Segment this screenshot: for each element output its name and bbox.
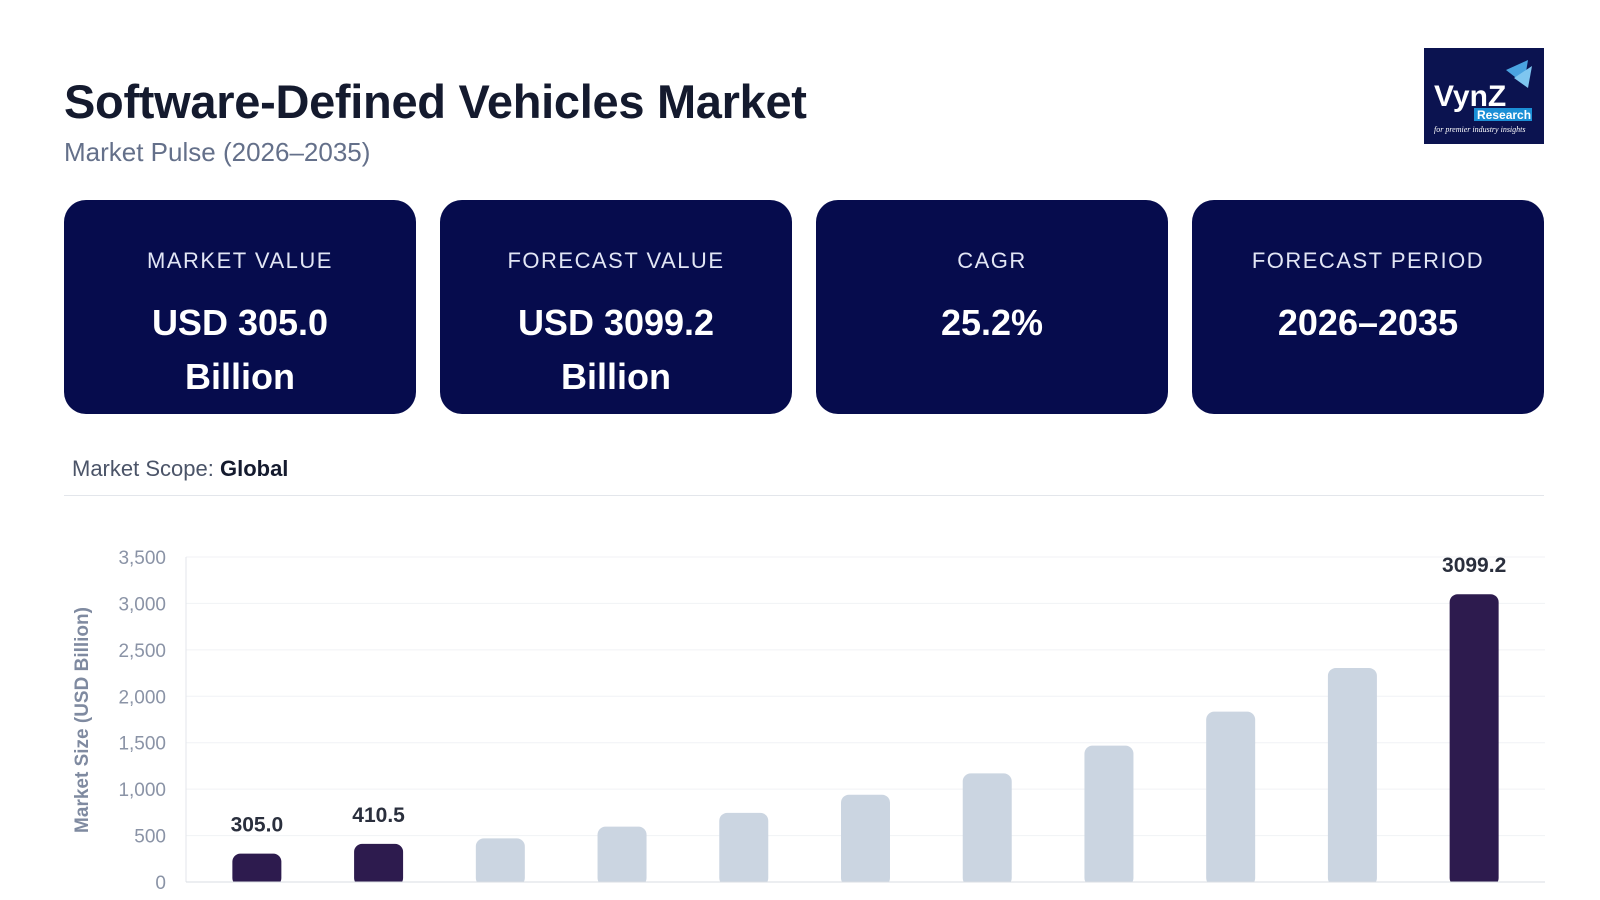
data-label: 3099.2 xyxy=(1442,554,1506,577)
market-scope: Market Scope: Global xyxy=(72,456,288,482)
bar xyxy=(475,838,525,886)
card-label: MARKET VALUE xyxy=(147,248,333,273)
svg-text:VynZ: VynZ xyxy=(1434,80,1506,113)
y-tick-label: 3,500 xyxy=(118,548,166,569)
y-tick-label: 0 xyxy=(155,873,166,894)
baseline-mask xyxy=(186,882,1545,900)
card-value: USD 3099.2 Billion xyxy=(517,302,715,397)
svg-text:Research: Research xyxy=(1477,108,1531,122)
y-tick-label: 3,000 xyxy=(118,594,166,615)
bar xyxy=(232,853,282,886)
bar-chart: 0 500 1,000 1,500 2,000 2,500 3,000 3,500 Market… xyxy=(72,548,1545,900)
y-axis-title: Market Size (USD Billion) xyxy=(72,607,93,833)
y-tick-label: 1,000 xyxy=(118,780,166,801)
bar xyxy=(841,794,890,886)
card-forecast-value: FORECAST VALUE USD 3099.2 Billion xyxy=(440,200,792,414)
card-forecast-period: FORECAST PERIOD 2026–2035 xyxy=(1192,200,1544,414)
card-label: FORECAST PERIOD xyxy=(1251,248,1485,273)
bar xyxy=(597,826,647,886)
y-tick-label: 2,500 xyxy=(118,641,166,662)
page-title: Software-Defined Vehicles Market xyxy=(64,75,807,128)
y-tick-label: 1,500 xyxy=(118,734,166,755)
kpi-cards: MARKET VALUE USD 305.0 Billion FORECAST … xyxy=(64,200,1544,414)
bar xyxy=(1449,594,1499,886)
svg-text:for premier industry insights: for premier industry insights xyxy=(1434,125,1525,134)
data-label: 410.5 xyxy=(352,804,405,827)
bar xyxy=(1084,745,1134,886)
card-value: 25.2% xyxy=(940,302,1044,343)
scope-value: Global xyxy=(219,456,289,481)
card-label: FORECAST VALUE xyxy=(507,248,725,273)
bar xyxy=(962,773,1012,886)
scope-label: Market Scope: xyxy=(72,456,214,481)
card-label: CAGR xyxy=(957,248,1027,273)
card-value: USD 305.0 Billion xyxy=(151,302,329,397)
divider xyxy=(64,495,1544,496)
data-label: 305.0 xyxy=(231,814,284,837)
bar xyxy=(1206,711,1256,886)
vynz-research-logo: VynZ Research for premier industry insig… xyxy=(1424,48,1544,144)
y-tick-label: 2,000 xyxy=(118,687,166,708)
card-value: 2026–2035 xyxy=(1277,302,1459,343)
card-cagr: CAGR 25.2% xyxy=(816,200,1168,414)
y-tick-label: 500 xyxy=(134,827,166,848)
bar xyxy=(1327,667,1377,886)
card-market-value: MARKET VALUE USD 305.0 Billion xyxy=(64,200,416,414)
bar xyxy=(354,843,404,886)
page-subtitle: Market Pulse (2026–2035) xyxy=(64,137,371,167)
bar xyxy=(719,812,769,886)
